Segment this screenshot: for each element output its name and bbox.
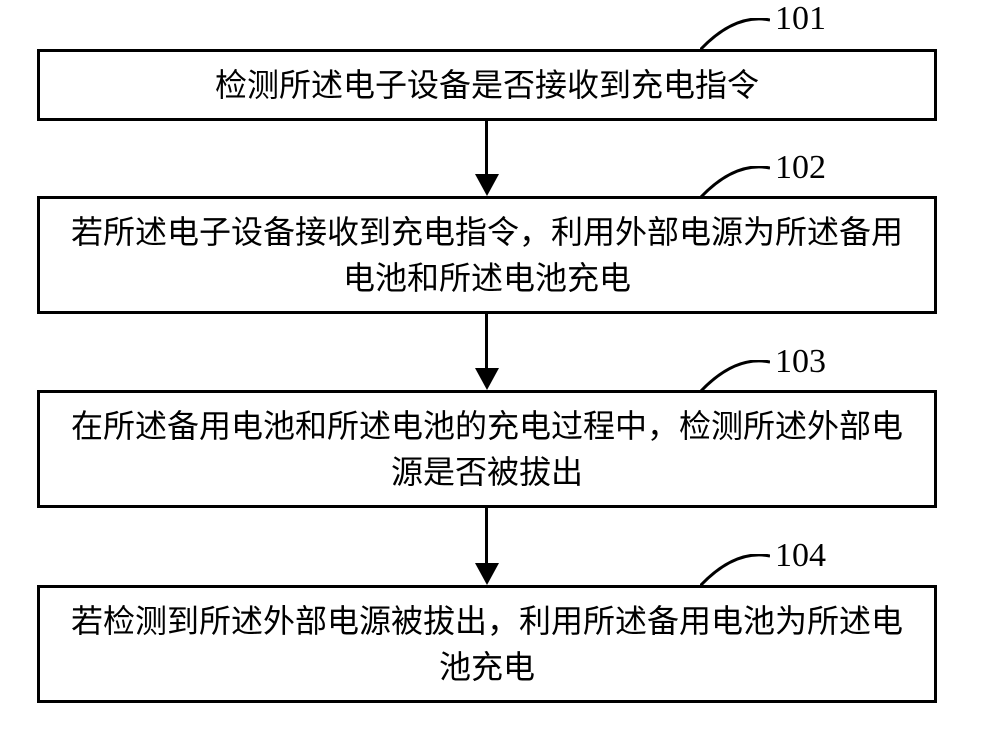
callout-2 [700,166,770,198]
callout-1 [700,18,770,50]
flow-step-4-text: 若检测到所述外部电源被拔出，利用所述备用电池为所述电池充电 [60,598,914,691]
flow-step-1-text: 检测所述电子设备是否接收到充电指令 [215,62,759,108]
flow-step-2: 若所述电子设备接收到充电指令，利用外部电源为所述备用电池和所述电池充电 [37,196,937,314]
callout-3 [700,360,770,392]
flow-step-3-text: 在所述备用电池和所述电池的充电过程中，检测所述外部电源是否被拔出 [60,403,914,496]
arrow-1-head [475,174,499,196]
arrow-3-head [475,563,499,585]
arrow-1-shaft [485,121,488,176]
flow-step-3: 在所述备用电池和所述电池的充电过程中，检测所述外部电源是否被拔出 [37,390,937,508]
arrow-2-head [475,368,499,390]
flowchart-canvas: 检测所述电子设备是否接收到充电指令 101 若所述电子设备接收到充电指令，利用外… [0,0,1000,729]
callout-4 [700,554,770,586]
step-number-1: 101 [775,0,826,38]
flow-step-1: 检测所述电子设备是否接收到充电指令 [37,49,937,121]
flow-step-4: 若检测到所述外部电源被拔出，利用所述备用电池为所述电池充电 [37,585,937,703]
step-number-2: 102 [775,149,826,187]
arrow-2-shaft [485,314,488,370]
arrow-3-shaft [485,508,488,565]
step-number-3: 103 [775,343,826,381]
step-number-4: 104 [775,537,826,575]
flow-step-2-text: 若所述电子设备接收到充电指令，利用外部电源为所述备用电池和所述电池充电 [60,209,914,302]
